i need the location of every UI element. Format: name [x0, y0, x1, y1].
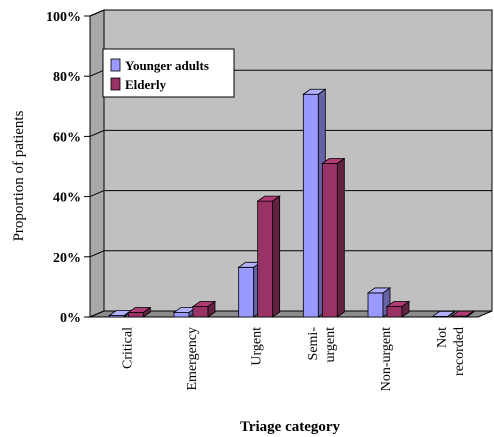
bar-side: [207, 300, 216, 318]
bar-younger-adults: [431, 310, 456, 318]
gridline: [89, 250, 492, 258]
gridline: [89, 129, 492, 137]
bar-front: [257, 200, 274, 318]
bars: [108, 88, 475, 318]
bar-side: [336, 157, 345, 318]
bar-front: [386, 306, 403, 318]
plot-side-wall: [89, 9, 105, 318]
y-tick-label: 100%: [46, 10, 81, 25]
legend-box: [102, 48, 235, 98]
x-category-label: Critical: [120, 327, 135, 369]
bar-front: [367, 292, 384, 318]
y-axis-title: Proportion of patients: [11, 110, 27, 241]
bar-side: [272, 195, 281, 318]
y-axis: 0% 20% 40% 60% 80% 100%: [46, 10, 478, 326]
x-category-label: Urgent: [250, 327, 265, 366]
bar-elderly: [256, 195, 281, 318]
bar-elderly: [385, 300, 411, 318]
x-category-label: urgent: [323, 327, 338, 363]
bar-side: [142, 306, 151, 318]
bar-elderly: [450, 310, 475, 318]
gridline: [89, 190, 492, 198]
legend: Younger adults Elderly: [102, 48, 235, 98]
bar-elderly: [191, 300, 217, 318]
bar-side: [401, 300, 410, 318]
x-category-label: Semi-: [306, 327, 321, 361]
bar-front: [173, 312, 190, 318]
x-category-label: Emergency: [185, 327, 200, 391]
bar-side: [466, 310, 475, 318]
bar-front: [127, 312, 144, 318]
bar-elderly: [127, 306, 152, 318]
bar-front: [321, 163, 338, 318]
bar-front: [238, 266, 255, 318]
legend-swatch: [110, 77, 121, 91]
legend-label: Elderly: [125, 77, 167, 92]
gridlines: [89, 9, 492, 258]
bar-elderly: [321, 157, 346, 318]
bar-front: [302, 93, 319, 318]
y-tick-label: 20%: [53, 251, 81, 266]
x-axis-title: Triage category: [240, 419, 341, 435]
y-tick-label: 40%: [53, 191, 81, 206]
x-axis-categories: Critical Emergency Urgent Semi-urgent Non-ur…: [120, 327, 467, 392]
y-tick-label: 80%: [53, 70, 81, 85]
y-tick-label: 60%: [53, 130, 81, 145]
x-category-label: Non-urgent: [379, 327, 394, 391]
x-category-label: recorded: [452, 327, 467, 376]
bar-front: [192, 306, 209, 318]
gridline: [89, 9, 492, 17]
bar-side: [447, 310, 456, 318]
y-tick-label: 0%: [60, 311, 81, 326]
x-category-label: Not: [435, 327, 450, 348]
legend-swatch: [110, 58, 121, 72]
legend-label: Younger adults: [125, 58, 209, 73]
